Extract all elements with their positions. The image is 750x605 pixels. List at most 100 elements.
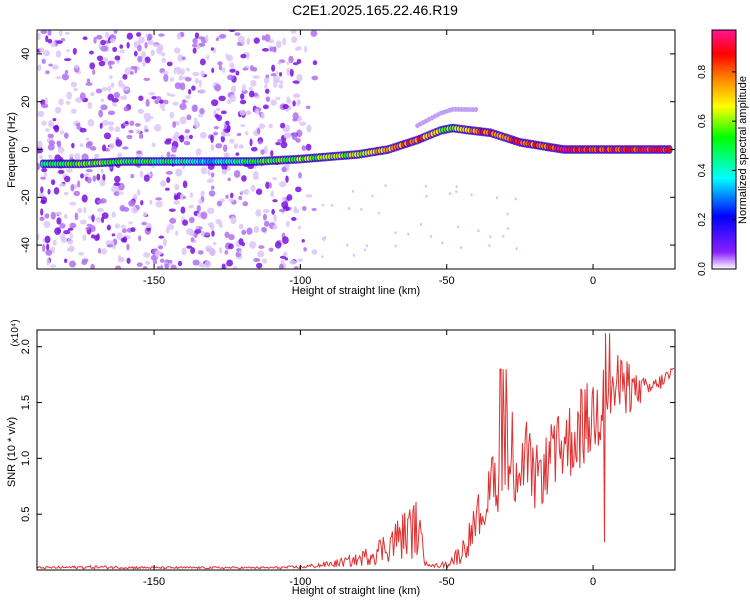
spectrogram-noise-blob (305, 143, 312, 151)
spectrogram-noise-blob (470, 193, 473, 197)
spectrogram-noise-blob (292, 93, 301, 99)
spectrogram-noise-blob (79, 219, 87, 225)
spectrogram-noise-blob (66, 48, 70, 53)
spectrogram-noise-blob (200, 211, 208, 220)
spectrogram-y-axis-label: Frequency (Hz) (6, 112, 18, 188)
spectrogram-noise-blob (40, 186, 44, 194)
spectrogram-noise-blob (47, 133, 55, 139)
spectrogram-noise-blob (205, 245, 213, 251)
spectrogram-noise-blob (124, 67, 132, 75)
spectrogram-noise-blob (252, 66, 258, 72)
spectrogram-noise-blob (101, 248, 108, 255)
spectrogram-noise-blob (81, 194, 88, 203)
spectrogram-noise-blob (126, 257, 131, 264)
spectrogram-noise-blob (192, 259, 200, 266)
spectrogram-noise-blob (165, 227, 170, 234)
spectrogram-noise-blob (262, 213, 267, 221)
spectrogram-noise-blob (207, 169, 211, 176)
spectrogram-noise-blob (137, 44, 142, 52)
spectrogram-noise-blob (194, 229, 202, 234)
spectrogram-noise-blob (73, 87, 78, 92)
spectrogram-noise-blob (253, 170, 259, 179)
spectrogram-noise-blob (272, 199, 278, 203)
spectrogram-noise-blob (283, 251, 288, 257)
spectrogram-noise-blob (147, 39, 155, 46)
spectrogram-noise-blob (113, 91, 120, 99)
spectrogram-noise-blob (111, 211, 116, 218)
spectrogram-noise-blob (275, 96, 281, 101)
spectrogram-noise-blob (169, 77, 175, 82)
spectrogram-noise-blob (142, 59, 146, 67)
spectrogram-noise-blob (90, 263, 95, 269)
spectrogram-noise-blob (106, 224, 111, 231)
spectrogram-noise-blob (110, 82, 115, 88)
spectrogram-noise-blob (297, 258, 303, 263)
spectrogram-noise-blob (256, 262, 263, 269)
spectrogram-noise-blob (68, 260, 76, 268)
spectrogram-noise-blob (155, 197, 163, 201)
colorbar-ticks: 0.0 0.2 0.4 0.6 0.8 (697, 64, 736, 276)
spectrogram-noise-blob (455, 184, 458, 188)
colorbar-tick-label: 0.6 (697, 114, 708, 128)
spectrogram-noise-blob (188, 216, 195, 224)
spectrogram-noise-blob (104, 31, 110, 39)
spectrogram-noise-blob (301, 145, 307, 151)
spectrogram-noise-blob (280, 141, 288, 149)
spectrogram-noise-blob (261, 48, 270, 52)
spectrogram-noise-blob (173, 67, 177, 75)
spectrogram-noise-blob (330, 203, 334, 207)
spectrogram-noise-blob (262, 209, 270, 214)
spectrogram-noise-blob (248, 86, 253, 91)
spectrogram-noise-blob (188, 204, 194, 209)
spectrogram-noise-blob (394, 231, 397, 235)
spectrogram-noise-blob (39, 216, 45, 222)
spectrogram-noise-blob (226, 124, 231, 133)
spectrogram-noise-blob (351, 189, 355, 193)
spectrogram-noise-blob (56, 217, 62, 225)
spectrogram-noise-blob (233, 143, 239, 149)
y-tick-label: 20 (20, 96, 32, 108)
spectrogram-noise-blob (97, 207, 104, 213)
spectrogram-noise-blob (53, 124, 60, 133)
snr-y-axis-label: SNR (10 * v/v) (6, 417, 18, 487)
spectrogram-noise-blob (73, 190, 81, 197)
spectrogram-noise-blob (75, 123, 81, 127)
x-tick-label: -50 (439, 275, 455, 287)
spectrogram-noise-blob (90, 91, 95, 97)
spectrogram-noise-blob (45, 70, 50, 75)
spectrogram-noise-blob (119, 44, 124, 49)
spectrogram-noise-blob (166, 61, 173, 67)
ridge-cell (667, 146, 672, 153)
spectrogram-noise-blob (257, 250, 265, 258)
spectrogram-noise-blob (126, 134, 133, 140)
spectrogram-noise-blob (151, 142, 156, 147)
spectrogram-noise-blob (346, 243, 349, 247)
spectrogram-noise-blob (210, 47, 214, 51)
spectrogram-noise-blob (113, 182, 121, 187)
spectrogram-noise-blob (310, 30, 318, 37)
spectrogram-noise-blob (69, 222, 77, 229)
spectrogram-noise-blob (64, 31, 70, 36)
spectrogram-noise-blob (63, 191, 69, 196)
y-tick-label: 1.0 (20, 451, 32, 466)
y-tick-label: 0 (20, 146, 32, 152)
spectrogram-noise-blob (265, 96, 271, 102)
spectrogram-noise-blob (59, 130, 65, 135)
spectrogram-noise-blob (293, 208, 300, 214)
spectrogram-noise-blob (169, 217, 177, 224)
y-tick-label: -20 (20, 189, 32, 205)
spectrogram-noise-blob (258, 123, 266, 130)
spectrogram-noise-blob (65, 101, 71, 105)
spectrogram-noise-blob (44, 235, 51, 244)
spectrogram-noise-blob (407, 232, 410, 236)
spectrogram-noise-blob (238, 250, 243, 254)
spectrogram-noise-blob (93, 36, 97, 44)
spectrogram-noise-blob (225, 194, 229, 199)
spectrogram-noise-blob (219, 33, 227, 39)
spectrogram-noise-blob (144, 41, 148, 49)
spectrogram-noise-blob (92, 175, 97, 182)
colorbar-gradient (711, 29, 737, 270)
spectrogram-noise-blob (140, 199, 144, 206)
spectrogram-noise-blob (502, 234, 505, 238)
x-tick-label: -100 (289, 275, 311, 287)
